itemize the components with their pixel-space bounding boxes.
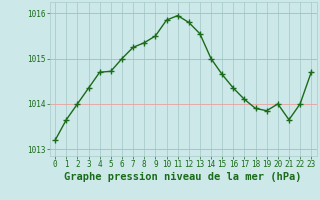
X-axis label: Graphe pression niveau de la mer (hPa): Graphe pression niveau de la mer (hPa) [64, 172, 302, 182]
